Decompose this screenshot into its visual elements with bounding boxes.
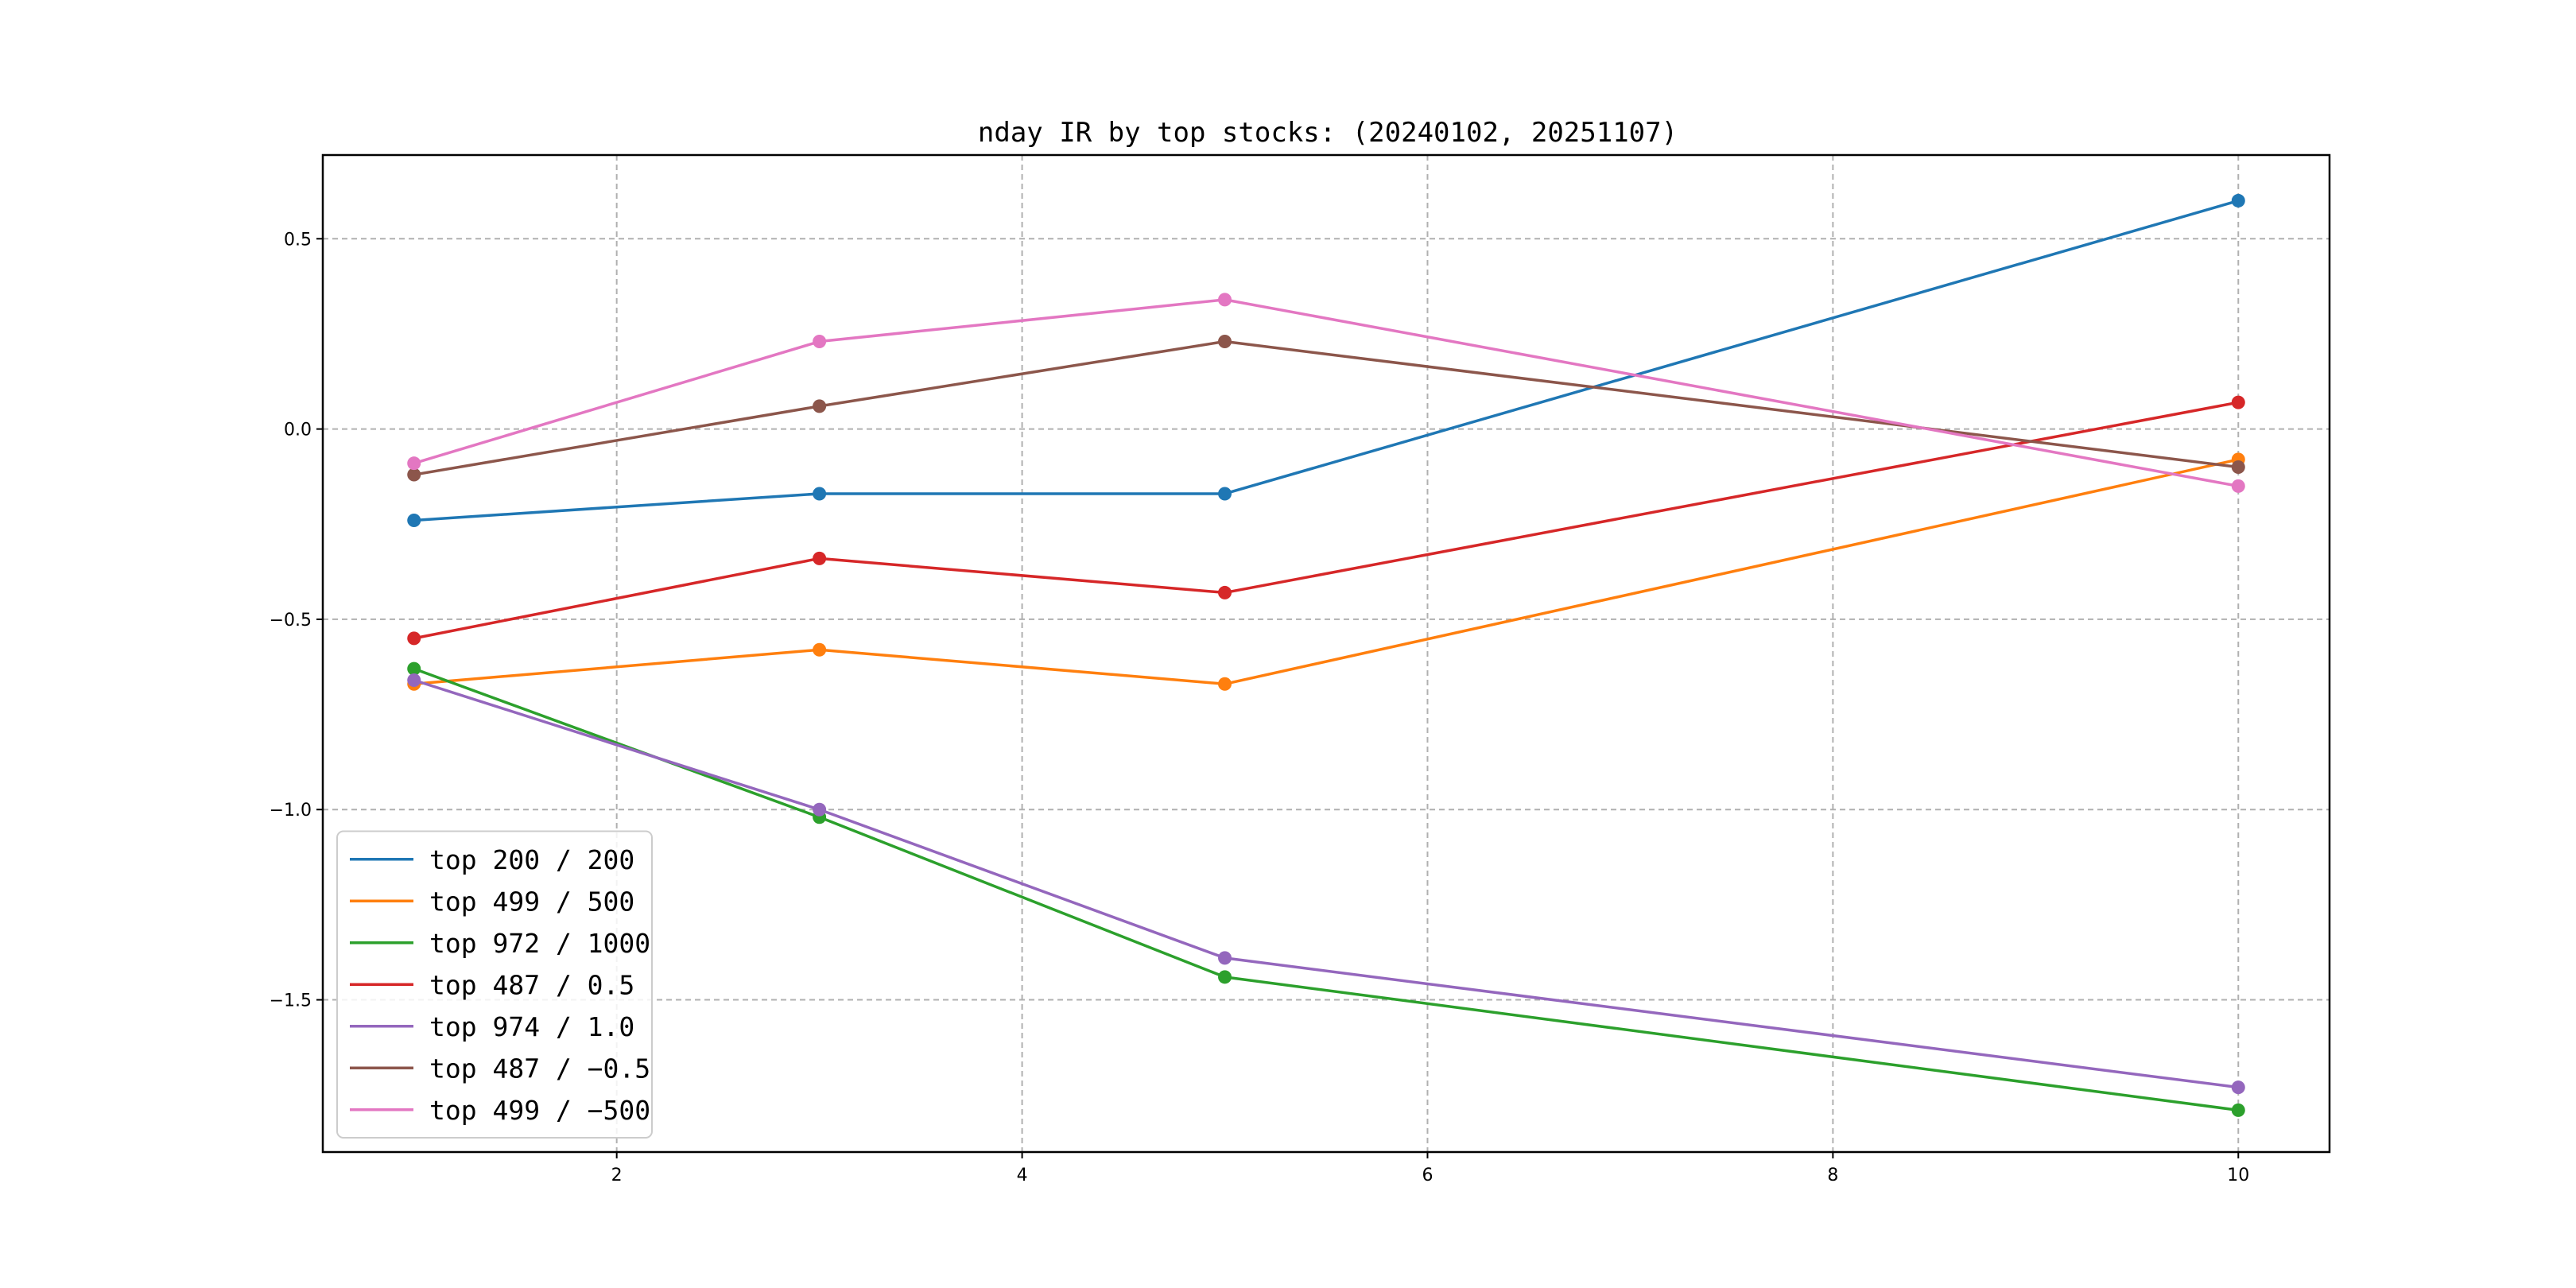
data-point: [813, 802, 827, 817]
series-4: [407, 395, 2245, 646]
grid: [323, 155, 2330, 1152]
y-axis: −1.5 −1.0 −0.5 0.0 0.5: [270, 230, 323, 1011]
data-point: [407, 631, 421, 646]
data-point: [813, 487, 827, 501]
x-tick-label: 4: [1017, 1166, 1028, 1185]
data-point: [2231, 1080, 2245, 1095]
data-point: [1218, 677, 1232, 691]
data-point: [2231, 479, 2245, 493]
series-6: [407, 335, 2245, 482]
series-2: [407, 452, 2245, 691]
y-tick-label: −1.0: [270, 801, 312, 821]
data-point: [813, 399, 827, 413]
legend: top 200 / 200 top 499 / 500 top 972 / 1000…: [336, 830, 653, 1139]
data-point: [407, 673, 421, 688]
y-tick-label: 0.0: [284, 421, 312, 440]
data-point: [813, 335, 827, 349]
legend-label: top 972 / 1000: [429, 928, 650, 959]
legend-box: [336, 830, 653, 1139]
x-axis: 2 4 6 8 10: [611, 1152, 2249, 1185]
chart-title: nday IR by top stocks: (20240102, 202511…: [978, 117, 1678, 149]
legend-label: top 487 / −0.5: [429, 1053, 650, 1084]
x-tick-label: 2: [611, 1166, 623, 1185]
legend-item: top 974 / 1.0: [350, 1011, 634, 1042]
data-point: [407, 456, 421, 471]
legend-label: top 487 / 0.5: [429, 969, 634, 1000]
series-line: [413, 458, 2239, 686]
series-line: [413, 298, 2239, 488]
series-line: [413, 401, 2239, 640]
legend-item: top 499 / −500: [350, 1095, 650, 1126]
legend-item: top 487 / 0.5: [350, 969, 634, 1000]
series-line: [413, 339, 2239, 476]
data-point: [813, 642, 827, 657]
x-tick-label: 8: [1827, 1166, 1838, 1185]
series-line: [413, 678, 2239, 1089]
data-point: [407, 513, 421, 527]
data-point: [1218, 293, 1232, 307]
legend-label: top 499 / −500: [429, 1095, 650, 1126]
legend-item: top 499 / 500: [350, 886, 634, 917]
series-group: [407, 193, 2245, 1117]
series-5: [407, 673, 2245, 1095]
data-point: [2231, 193, 2245, 208]
data-point: [1218, 951, 1232, 965]
x-tick-label: 6: [1422, 1166, 1433, 1185]
legend-label: top 200 / 200: [429, 844, 634, 875]
data-point: [407, 467, 421, 482]
y-tick-label: 0.5: [284, 230, 312, 250]
legend-label: top 974 / 1.0: [429, 1011, 634, 1042]
data-point: [407, 661, 421, 676]
legend-label: top 499 / 500: [429, 886, 634, 917]
series-line: [413, 667, 2239, 1112]
data-point: [1218, 970, 1232, 984]
series-line: [413, 199, 2239, 522]
series-1: [407, 193, 2245, 527]
data-point: [2231, 460, 2245, 474]
y-tick-label: −1.5: [270, 991, 312, 1011]
plot-area-frame: [321, 153, 2331, 1154]
y-tick-label: −0.5: [270, 611, 312, 630]
data-point: [2231, 1103, 2245, 1117]
legend-item: top 487 / −0.5: [350, 1053, 650, 1084]
legend-item: top 972 / 1000: [350, 928, 650, 959]
data-point: [2231, 395, 2245, 409]
data-point: [813, 551, 827, 565]
legend-item: top 200 / 200: [350, 844, 634, 875]
data-point: [1218, 487, 1232, 501]
series-3: [407, 661, 2245, 1117]
data-point: [1218, 335, 1232, 349]
x-tick-label: 10: [2227, 1166, 2249, 1185]
series-7: [407, 293, 2245, 493]
data-point: [1218, 585, 1232, 599]
